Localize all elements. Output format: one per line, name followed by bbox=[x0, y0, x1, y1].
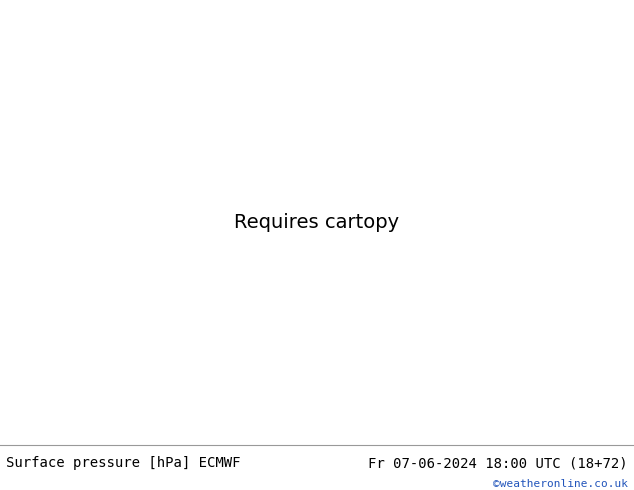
Text: Surface pressure [hPa] ECMWF: Surface pressure [hPa] ECMWF bbox=[6, 456, 241, 470]
Text: ©weatheronline.co.uk: ©weatheronline.co.uk bbox=[493, 479, 628, 489]
Text: Requires cartopy: Requires cartopy bbox=[235, 213, 399, 232]
Text: Fr 07-06-2024 18:00 UTC (18+72): Fr 07-06-2024 18:00 UTC (18+72) bbox=[368, 456, 628, 470]
